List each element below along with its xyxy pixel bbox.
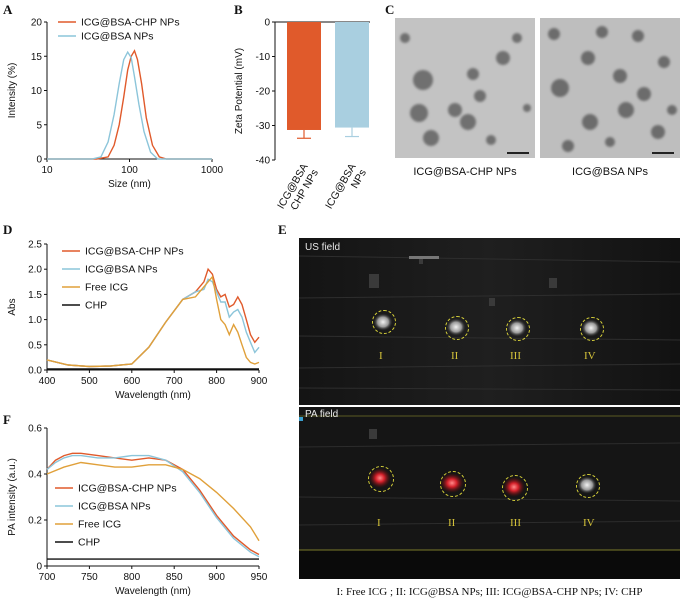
- y-tick-label: 0.2: [28, 516, 42, 527]
- x-tick-label: 700: [166, 376, 183, 387]
- y-axis-label: Intensity (%): [7, 63, 18, 119]
- y-tick-label: 20: [31, 18, 43, 29]
- us-field-image: US field I II III IV: [299, 238, 680, 405]
- us-ring-4: [580, 317, 604, 341]
- series-line-1: [46, 452, 260, 556]
- y-tick-label: -40: [256, 156, 271, 167]
- y-tick-label: 0: [264, 18, 270, 29]
- x-tick-label: 600: [123, 376, 140, 387]
- tem-caption-bsa: ICG@BSA NPs: [572, 166, 648, 178]
- panel-label-c: C: [385, 2, 395, 17]
- us-marker-3: III: [510, 350, 521, 362]
- us-field-label: US field: [305, 242, 341, 253]
- panel-label-e: E: [278, 222, 287, 237]
- tem-image-chp: [395, 18, 535, 158]
- us-marker-4: IV: [584, 350, 596, 362]
- y-tick-label: 0.0: [28, 366, 42, 377]
- legend-label-1: ICG@BSA-CHP NPs: [81, 17, 180, 29]
- y-tick-label: 0: [36, 562, 42, 573]
- panel-label-b: B: [234, 2, 243, 17]
- legend-label-2: ICG@BSA NPs: [81, 31, 154, 43]
- category-label-1: ICG@BSA-CHP NPs: [275, 162, 321, 211]
- x-tick-label: 800: [208, 376, 225, 387]
- pa-ring-1: [368, 466, 394, 492]
- us-ring-3: [506, 317, 530, 341]
- x-tick-label: 400: [39, 376, 56, 387]
- y-tick-label: 2.0: [28, 265, 42, 276]
- y-tick-label: 5: [36, 120, 42, 131]
- x-tick-label: 800: [123, 572, 140, 583]
- series-line-2: [47, 50, 212, 160]
- pa-marker-1: I: [377, 517, 381, 529]
- series-line-3: [46, 461, 260, 542]
- panel-label-f: F: [3, 412, 11, 427]
- pa-field-image: PA field I II III IV: [299, 407, 680, 579]
- us-marker-1: I: [379, 350, 383, 362]
- imaging-legend: I: Free ICG ; II: ICG@BSA NPs; III: ICG@…: [336, 586, 643, 598]
- y-tick-label: -20: [256, 87, 271, 98]
- x-tick-label: 950: [251, 572, 268, 583]
- us-ring-1: [372, 310, 396, 334]
- chart-d-absorbance: 0.0 0.5 1.0 1.5 2.0 2.5 400 500 600 700 800 900 Wave…: [7, 240, 268, 402]
- tem-caption-chp: ICG@BSA-CHP NPs: [413, 166, 517, 178]
- legend-label-2: ICG@BSA NPs: [85, 264, 158, 276]
- series-line-1: [46, 267, 260, 368]
- legend-label-1: ICG@BSA-CHP NPs: [85, 246, 184, 258]
- y-axis-label: Abs: [7, 298, 18, 315]
- x-tick-label: 1000: [201, 165, 224, 176]
- x-tick-label: 100: [121, 165, 138, 176]
- pa-field-label: PA field: [305, 409, 339, 420]
- legend-label-3: Free ICG: [85, 282, 128, 294]
- pa-marker-3: III: [510, 517, 521, 529]
- x-tick-label: 10: [41, 165, 53, 176]
- panel-label-d: D: [3, 222, 13, 237]
- y-tick-label: 15: [31, 52, 43, 63]
- y-tick-label: 10: [31, 86, 43, 97]
- bar-1: [287, 22, 321, 130]
- x-axis-label: Size (nm): [108, 179, 151, 190]
- legend-label-4: CHP: [78, 537, 100, 549]
- category-label-2: ICG@BSANPs: [323, 162, 369, 211]
- x-tick-label: 750: [81, 572, 98, 583]
- y-tick-label: 0.6: [28, 424, 42, 435]
- bar-2: [335, 22, 369, 128]
- legend-label-2: ICG@BSA NPs: [78, 501, 151, 513]
- chart-a-dls: 0 5 10 15 20 10 100 1000 Size (nm) Intensity (%) I…: [7, 17, 224, 191]
- series-line-1: [47, 49, 212, 160]
- y-tick-label: 0.5: [28, 340, 42, 351]
- legend-label-3: Free ICG: [78, 519, 121, 531]
- series-line-2: [46, 278, 260, 368]
- y-tick-label: -30: [256, 121, 271, 132]
- y-axis-label: Zeta Potential (mV): [234, 48, 245, 134]
- chart-f-pa-spectrum: 0 0.2 0.4 0.6 700 750 800 850 900 950 Wavelength (…: [7, 424, 268, 598]
- y-tick-label: 1.0: [28, 315, 42, 326]
- pa-ring-3: [502, 475, 528, 501]
- x-tick-label: 700: [39, 572, 56, 583]
- x-tick-label: 500: [81, 376, 98, 387]
- series-line-2: [46, 454, 260, 558]
- us-marker-2: II: [451, 350, 459, 362]
- x-tick-label: 900: [251, 376, 268, 387]
- x-axis-label: Wavelength (nm): [115, 390, 191, 401]
- legend-label-1: ICG@BSA-CHP NPs: [78, 483, 177, 495]
- pa-marker-2: II: [448, 517, 456, 529]
- legend-label-4: CHP: [85, 300, 107, 312]
- panel-label-a: A: [3, 2, 13, 17]
- x-tick-label: 900: [208, 572, 225, 583]
- y-axis-label: PA intensity (a.u.): [7, 458, 18, 536]
- pa-ring-4: [576, 474, 600, 498]
- y-tick-label: 2.5: [28, 240, 42, 251]
- y-tick-label: -10: [256, 52, 271, 63]
- chart-b-zeta: 0 -10 -20 -30 -40 Zeta Potential (mV) ICG@BSA-…: [234, 18, 370, 211]
- pa-marker-4: IV: [583, 517, 595, 529]
- y-tick-label: 0: [36, 155, 42, 166]
- x-tick-label: 850: [166, 572, 183, 583]
- y-tick-label: 0.4: [28, 470, 42, 481]
- y-tick-label: 1.5: [28, 290, 42, 301]
- pa-ring-2: [440, 471, 466, 497]
- series-line-3: [46, 275, 260, 368]
- tem-image-bsa: [540, 18, 680, 158]
- us-ring-2: [445, 316, 469, 340]
- x-axis-label: Wavelength (nm): [115, 586, 191, 597]
